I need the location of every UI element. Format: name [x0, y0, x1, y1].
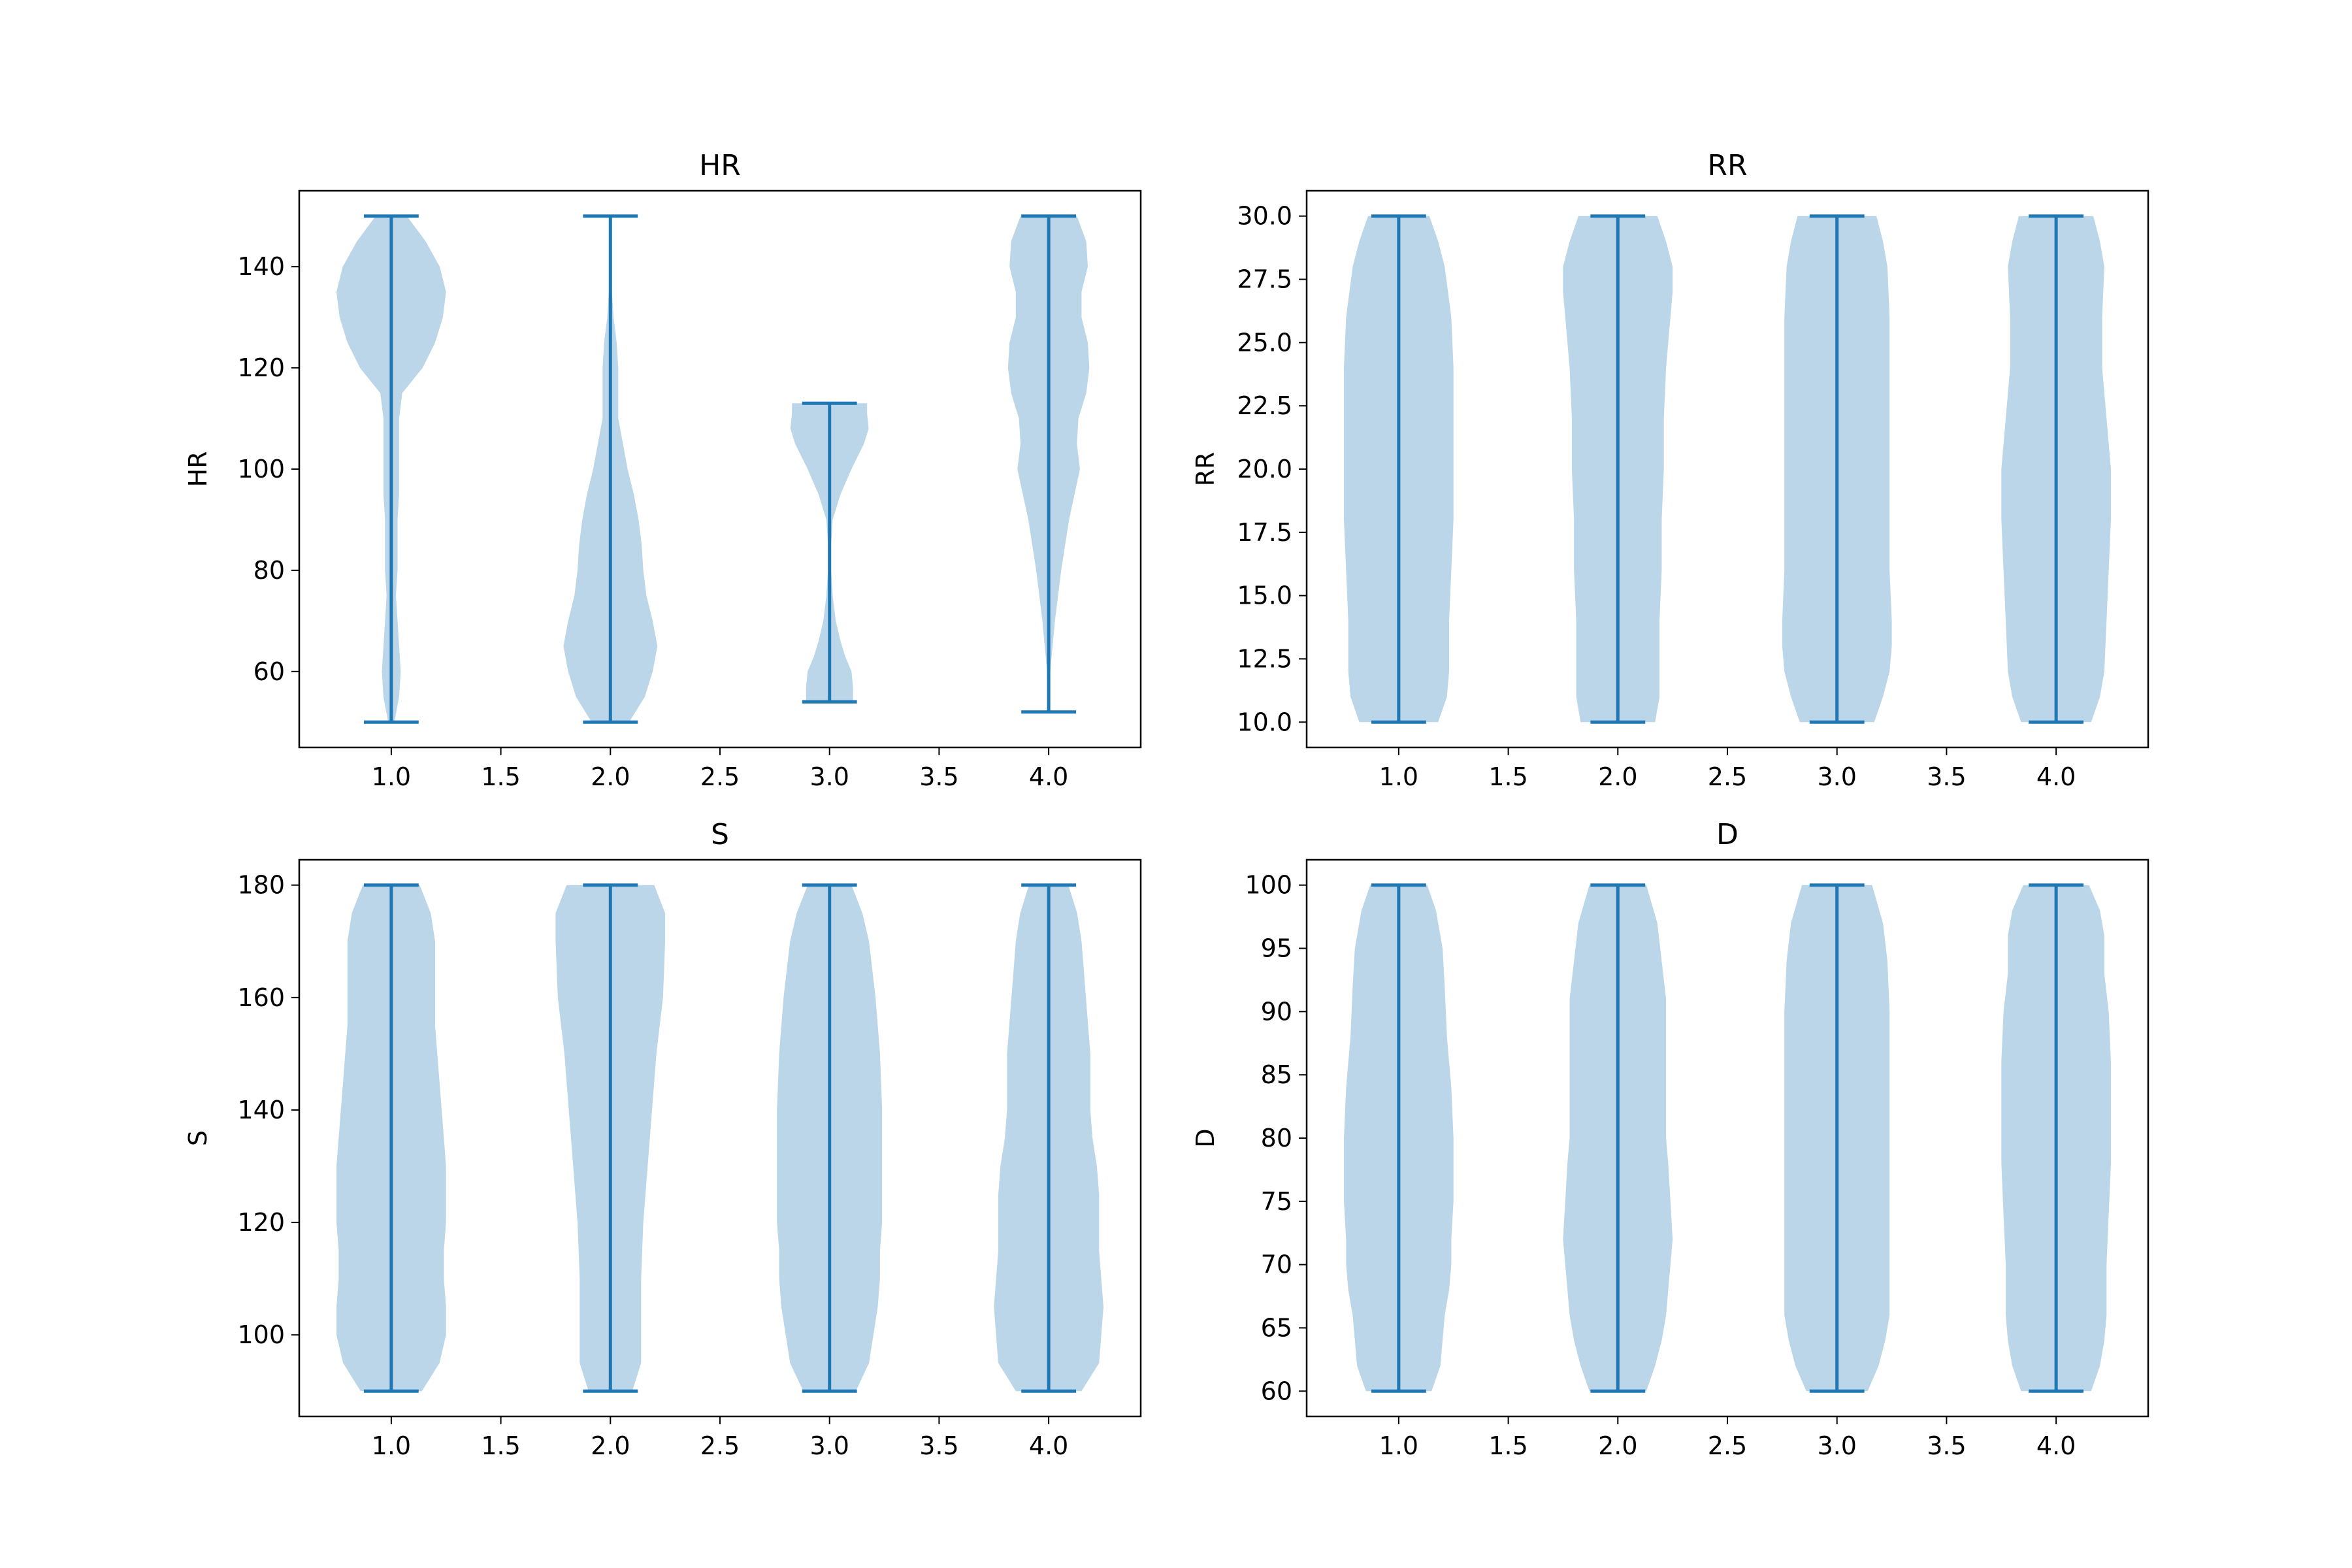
- y-tick-label: 80: [1261, 1124, 1292, 1152]
- x-tick-label: 3.0: [809, 1431, 849, 1460]
- x-tick-label: 1.0: [372, 762, 411, 791]
- y-tick-label: 10.0: [1237, 708, 1292, 736]
- y-tick-label: 100: [1245, 871, 1292, 900]
- y-tick-label: 65: [1261, 1313, 1292, 1342]
- subplot-d: D D 1.0 1.5 2.0 2.5 3.0 3.5 4.0 60 65 70 75 80 85 90 9…: [1191, 818, 2149, 1460]
- y-tick-label: 60: [1261, 1377, 1292, 1405]
- x-tick-label: 2.0: [591, 1431, 630, 1460]
- y-tick-label: 70: [1261, 1250, 1292, 1279]
- x-tick-label: 3.5: [919, 1431, 958, 1460]
- x-tick-label: 3.5: [919, 762, 958, 791]
- x-tick-label: 2.5: [700, 1431, 740, 1460]
- y-axis-label: RR: [1191, 452, 1220, 487]
- y-tick-label: 180: [237, 871, 285, 900]
- x-tick-label: 2.5: [1708, 762, 1747, 791]
- x-tick-label: 4.0: [1029, 1431, 1068, 1460]
- x-tick-label: 2.5: [1708, 1431, 1747, 1460]
- subplot-s: S S 1.0 1.5 2.0 2.5 3.0 3.5 4.0 100 120 140 160 180: [184, 818, 1142, 1460]
- subplot-title: RR: [1707, 149, 1747, 182]
- y-tick-label: 30.0: [1237, 202, 1292, 231]
- x-tick-label: 1.5: [1488, 762, 1527, 791]
- y-tick-label: 90: [1261, 997, 1292, 1026]
- x-tick-label: 3.0: [1817, 762, 1856, 791]
- y-axis-label: D: [1191, 1128, 1220, 1147]
- y-tick-label: 27.5: [1237, 265, 1292, 294]
- x-tick-label: 2.5: [700, 762, 740, 791]
- y-tick-label: 140: [237, 252, 285, 281]
- x-tick-label: 1.0: [372, 1431, 411, 1460]
- x-tick-label: 1.0: [1379, 762, 1418, 791]
- y-axis-label: S: [184, 1130, 212, 1146]
- y-axis-label: HR: [184, 451, 212, 487]
- y-tick-label: 12.5: [1237, 644, 1292, 673]
- y-tick-label: 60: [253, 657, 285, 686]
- x-tick-label: 3.0: [1817, 1431, 1856, 1460]
- y-tick-label: 100: [237, 1320, 285, 1349]
- x-tick-label: 4.0: [1029, 762, 1068, 791]
- y-tick-label: 95: [1261, 934, 1292, 963]
- y-tick-label: 25.0: [1237, 328, 1292, 357]
- y-tick-label: 120: [237, 353, 285, 382]
- y-tick-label: 75: [1261, 1187, 1292, 1216]
- subplot-title: D: [1716, 818, 1739, 851]
- x-tick-label: 1.5: [1488, 1431, 1527, 1460]
- x-tick-label: 1.5: [481, 1431, 520, 1460]
- y-tick-label: 17.5: [1237, 518, 1292, 547]
- y-tick-label: 160: [237, 983, 285, 1012]
- y-tick-label: 85: [1261, 1060, 1292, 1089]
- y-tick-label: 140: [237, 1096, 285, 1124]
- x-tick-label: 1.5: [481, 762, 520, 791]
- y-tick-label: 20.0: [1237, 455, 1292, 483]
- x-tick-label: 2.0: [591, 762, 630, 791]
- y-tick-label: 80: [253, 556, 285, 585]
- subplot-hr: HR HR 1.0 1.5 2.0 2.5 3.0 3.5 4.0 60 80 100 120 140: [184, 149, 1142, 791]
- x-tick-label: 2.0: [1598, 762, 1637, 791]
- x-tick-label: 4.0: [2036, 762, 2076, 791]
- subplot-title: HR: [699, 149, 741, 182]
- subplot-rr: RR RR 1.0 1.5 2.0 2.5 3.0 3.5 4.0 10.0 12.5 15.0 1…: [1191, 149, 2149, 791]
- x-tick-label: 3.0: [809, 762, 849, 791]
- x-tick-label: 2.0: [1598, 1431, 1637, 1460]
- x-tick-label: 3.5: [1927, 762, 1966, 791]
- x-tick-label: 3.5: [1927, 1431, 1966, 1460]
- subplot-title: S: [711, 818, 729, 851]
- y-tick-label: 22.5: [1237, 391, 1292, 420]
- y-tick-label: 120: [237, 1208, 285, 1237]
- x-tick-label: 4.0: [2036, 1431, 2076, 1460]
- y-tick-label: 100: [237, 455, 285, 483]
- x-tick-label: 1.0: [1379, 1431, 1418, 1460]
- y-tick-label: 15.0: [1237, 581, 1292, 610]
